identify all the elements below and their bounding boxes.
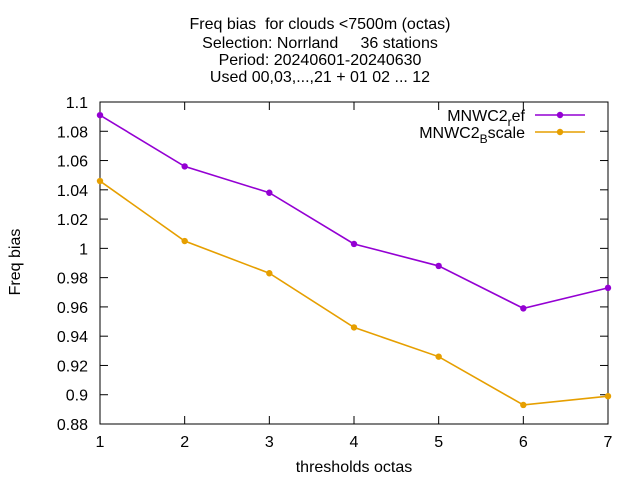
x-tick-labels: 1 2 3 4 5 6 7: [96, 434, 613, 451]
data-point: [181, 237, 188, 245]
axis-ticks: [99, 101, 609, 425]
y-tick-label: 1.08: [57, 124, 88, 141]
x-tick-label: 1: [96, 434, 105, 451]
y-tick-label: 1: [79, 241, 88, 258]
legend-label: MNWC2Bscale: [419, 125, 525, 146]
x-tick-label: 4: [350, 434, 359, 451]
legend-marker: [556, 128, 564, 136]
y-tick-label: 1.1: [66, 95, 88, 112]
x-tick-label: 6: [519, 434, 528, 451]
data-point: [435, 353, 442, 360]
x-axis-label: thresholds octas: [296, 459, 413, 476]
chart-title-line-4: Used 00,03,...,21 + 01 02 ... 12: [209, 69, 431, 86]
y-tick-label: 0.96: [57, 300, 88, 317]
series-line-1: [99, 114, 609, 310]
chart-title-line-2: Selection: Norrland 36 stations: [202, 35, 438, 52]
data-point: [435, 262, 442, 270]
y-tick-label: 0.92: [57, 358, 88, 375]
data-point: [96, 111, 104, 119]
y-tick-label: 0.9: [66, 388, 88, 405]
y-tick-label: 1.04: [57, 183, 88, 200]
plot-frame: [99, 101, 609, 425]
data-point: [604, 284, 612, 292]
x-tick-label: 2: [180, 434, 189, 451]
data-point: [266, 189, 273, 196]
x-tick-label: 3: [265, 434, 274, 451]
y-tick-labels: 0.88 0.9 0.92 0.94 0.96 0.98 1 1.02 1.04 1.06 1.08…: [57, 95, 88, 434]
y-tick-label: 0.98: [57, 271, 88, 288]
chart-title-line-1: Freq bias for clouds <7500m (octas): [189, 16, 451, 33]
legend-label: MNWC2ref: [447, 108, 525, 129]
legend-marker: [556, 111, 564, 119]
data-series: [96, 111, 612, 409]
y-axis-label: Freq bias: [7, 229, 24, 296]
y-tick-label: 1.06: [57, 154, 88, 171]
x-tick-label: 7: [604, 434, 613, 451]
data-point: [520, 401, 527, 409]
chart-title-line-3: Period: 20240601-20240630: [218, 52, 422, 69]
data-point: [350, 324, 358, 331]
data-point: [181, 163, 188, 170]
data-point: [604, 392, 612, 400]
y-tick-label: 1.02: [57, 212, 88, 229]
y-tick-label: 0.88: [57, 417, 88, 434]
data-point: [520, 305, 527, 312]
y-tick-label: 0.94: [57, 329, 88, 346]
data-point: [350, 240, 358, 248]
x-tick-label: 5: [434, 434, 443, 451]
series-line-2: [99, 180, 609, 406]
data-point: [266, 270, 273, 277]
data-point: [96, 177, 104, 185]
